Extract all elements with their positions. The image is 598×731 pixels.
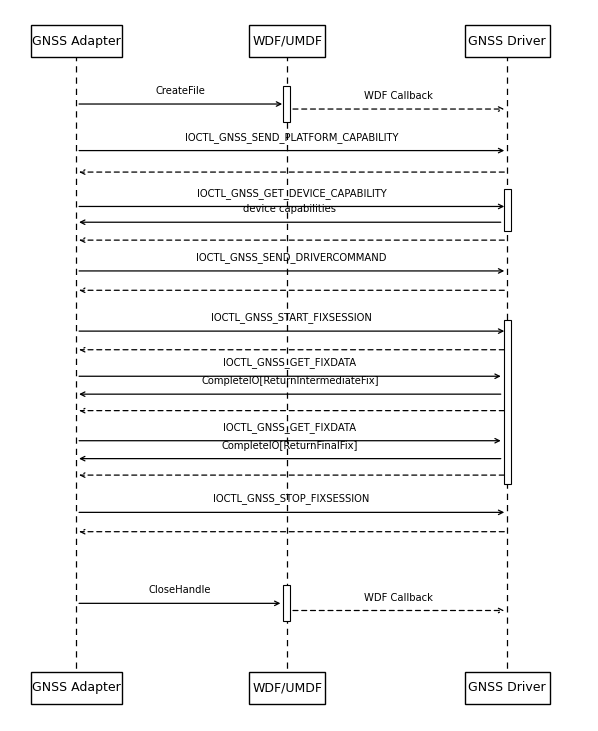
Text: IOCTL_GNSS_STOP_FIXSESSION: IOCTL_GNSS_STOP_FIXSESSION [213, 493, 370, 504]
Text: GNSS Driver: GNSS Driver [468, 681, 546, 694]
Bar [465, 672, 550, 704]
Text: WDF Callback: WDF Callback [364, 91, 433, 101]
Bar [465, 26, 550, 58]
Text: IOCTL_GNSS_GET_FIXDATA: IOCTL_GNSS_GET_FIXDATA [224, 357, 356, 368]
Text: device capabilities: device capabilities [243, 205, 337, 214]
Text: CloseHandle: CloseHandle [148, 586, 211, 596]
Text: WDF/UMDF: WDF/UMDF [252, 681, 322, 694]
Text: GNSS Adapter: GNSS Adapter [32, 35, 121, 48]
Text: IOCTL_GNSS_GET_DEVICE_CAPABILITY: IOCTL_GNSS_GET_DEVICE_CAPABILITY [197, 188, 386, 199]
Text: CreateFile: CreateFile [155, 86, 206, 96]
Bar [31, 26, 122, 58]
Text: IOCTL_GNSS_GET_FIXDATA: IOCTL_GNSS_GET_FIXDATA [224, 422, 356, 433]
Text: IOCTL_GNSS_SEND_DRIVERCOMMAND: IOCTL_GNSS_SEND_DRIVERCOMMAND [196, 252, 387, 263]
Text: WDF/UMDF: WDF/UMDF [252, 35, 322, 48]
Text: IOCTL_GNSS_START_FIXSESSION: IOCTL_GNSS_START_FIXSESSION [211, 312, 372, 323]
Bar [283, 86, 290, 122]
Bar [283, 586, 290, 621]
Bar [504, 320, 511, 484]
Bar [249, 26, 325, 58]
Text: CompleteIO[ReturnFinalFix]: CompleteIO[ReturnFinalFix] [222, 441, 358, 451]
Bar [249, 672, 325, 704]
Bar [504, 189, 511, 231]
Text: GNSS Adapter: GNSS Adapter [32, 681, 121, 694]
Bar [31, 672, 122, 704]
Text: WDF Callback: WDF Callback [364, 593, 433, 602]
Text: GNSS Driver: GNSS Driver [468, 35, 546, 48]
Text: IOCTL_GNSS_SEND_PLATFORM_CAPABILITY: IOCTL_GNSS_SEND_PLATFORM_CAPABILITY [185, 132, 398, 143]
Text: CompleteIO[ReturnIntermediateFix]: CompleteIO[ReturnIntermediateFix] [201, 376, 379, 386]
